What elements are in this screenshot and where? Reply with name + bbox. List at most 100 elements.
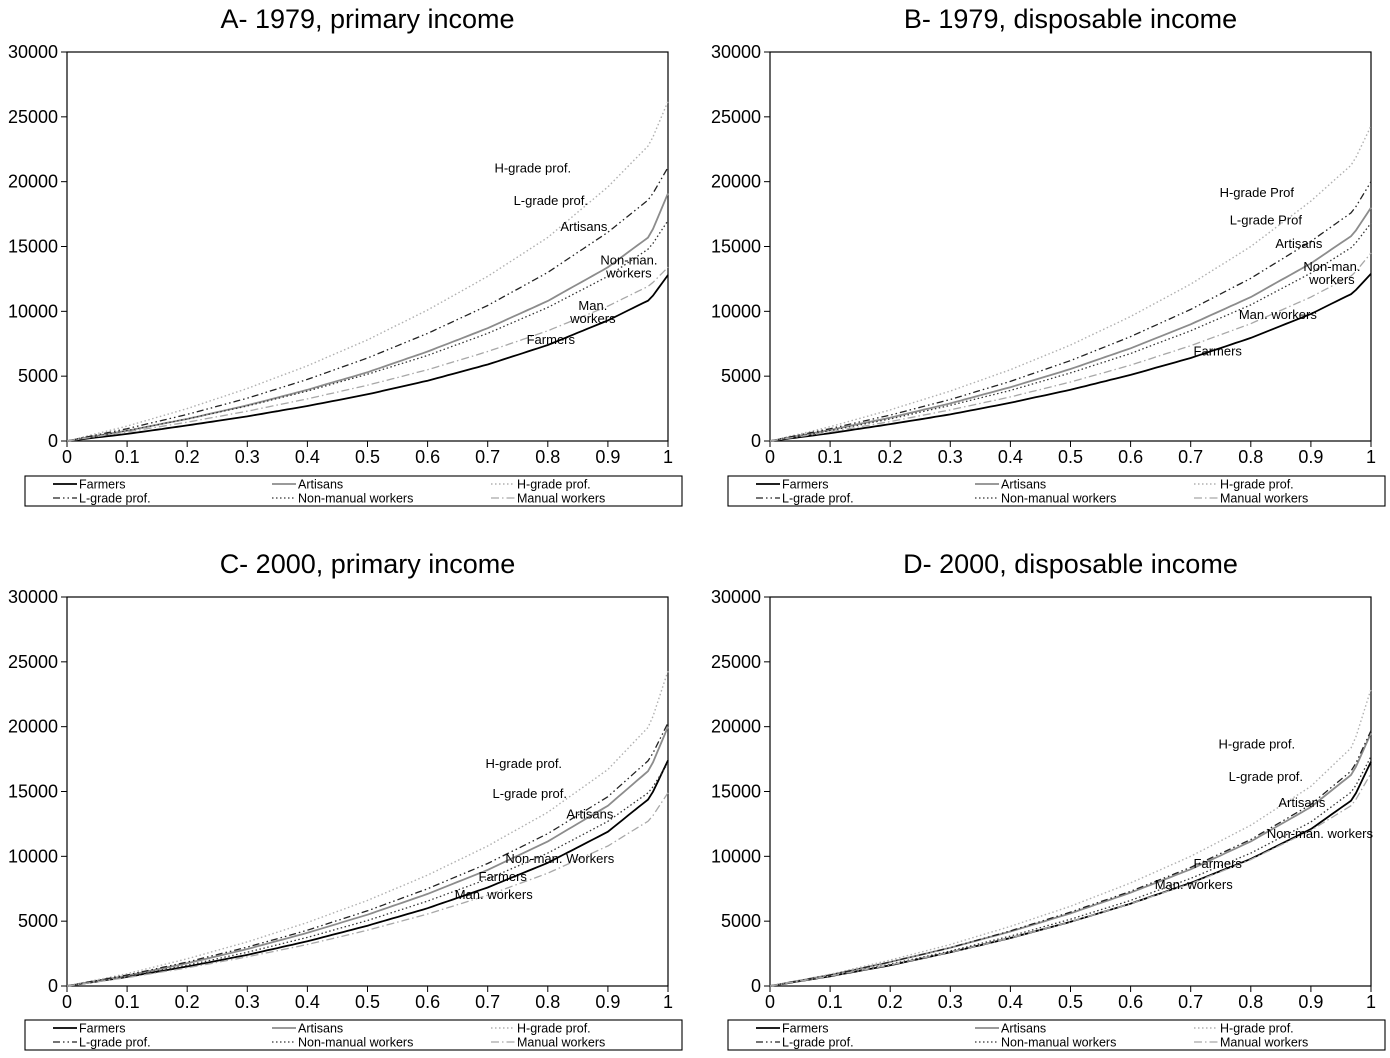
legend-label: Farmers: [782, 478, 829, 492]
series-line-artisans: [769, 732, 1372, 987]
legend-label: Artisans: [1001, 1022, 1046, 1036]
annotation-line: workers: [569, 311, 616, 326]
legend-label: H-grade prof.: [1220, 1022, 1294, 1036]
annotation-line: Artisans: [1278, 795, 1325, 810]
y-tick-label: 15000: [711, 782, 761, 802]
legend-label: H-grade prof.: [517, 1022, 591, 1036]
x-tick-label: 0: [62, 992, 72, 1012]
legend-label: Artisans: [298, 478, 343, 492]
annotation-line: Artisans: [566, 807, 613, 822]
annotation-line: Non-man.: [600, 253, 657, 268]
series-annotation: Farmers: [479, 869, 528, 884]
x-tick-label: 0.2: [175, 992, 200, 1012]
annotation-line: Farmers: [527, 332, 576, 347]
x-tick-label: 0: [765, 992, 775, 1012]
y-tick-label: 0: [48, 431, 58, 451]
y-tick-label: 15000: [8, 237, 58, 257]
legend-label: Non-manual workers: [298, 492, 413, 506]
annotation-line: Man. workers: [455, 887, 534, 902]
series-annotation: H-grade Prof: [1220, 185, 1295, 200]
legend-label: Manual workers: [1220, 1036, 1308, 1050]
x-tick-label: 0.8: [535, 992, 560, 1012]
x-tick-label: 0.3: [938, 447, 963, 467]
x-tick-label: 0.3: [235, 447, 260, 467]
series-annotation: Non-man. Workers: [505, 851, 614, 866]
series-annotation: L-grade prof.: [493, 786, 567, 801]
chart-title: D- 2000, disposable income: [903, 549, 1238, 579]
series-line-lgrade: [769, 730, 1372, 987]
series-annotation: Non-man. workers: [600, 253, 657, 281]
legend-box: [24, 475, 683, 507]
x-tick-label: 0.7: [475, 992, 500, 1012]
legend-label: L-grade prof.: [782, 1036, 854, 1050]
series-line-lgrade: [769, 181, 1372, 442]
legend-label: L-grade prof.: [79, 492, 151, 506]
annotation-line: workers: [605, 266, 652, 281]
x-tick-label: 0.1: [818, 992, 843, 1012]
legend-label: Non-manual workers: [1001, 492, 1116, 506]
series-annotation: H-grade prof.: [485, 756, 562, 771]
y-tick-label: 30000: [711, 42, 761, 62]
series-line-farmers: [769, 273, 1372, 442]
x-tick-label: 1: [663, 992, 673, 1012]
chart-panel-4: D- 2000, disposable income 0 5000 10000 1500…: [711, 549, 1386, 1051]
plot-frame: [66, 51, 669, 442]
x-tick-label: 0.5: [1058, 447, 1083, 467]
series-annotation: Farmers: [1194, 856, 1243, 871]
plot-frame: [66, 596, 669, 987]
legend: Farmers Artisans H-grade prof. L-grade prof…: [727, 475, 1386, 507]
legend: Farmers Artisans H-grade prof. L-grade prof…: [24, 1019, 683, 1051]
y-tick-label: 15000: [8, 782, 58, 802]
series-line-hgrade: [769, 125, 1372, 442]
series-line-artisans: [66, 726, 669, 987]
y-tick-label: 30000: [8, 587, 58, 607]
annotation-line: Farmers: [1194, 856, 1243, 871]
annotation-line: Farmers: [479, 869, 528, 884]
y-tick-label: 5000: [721, 911, 761, 931]
series-line-hgrade: [66, 670, 669, 987]
legend-box: [727, 475, 1386, 507]
y-tick-label: 20000: [8, 717, 58, 737]
series-annotation: Farmers: [527, 332, 576, 347]
legend-label: Farmers: [782, 1022, 829, 1036]
series-line-hgrade: [66, 101, 669, 442]
x-tick-label: 0.6: [1118, 992, 1143, 1012]
series-line-manual: [66, 266, 669, 442]
annotation-line: Artisans: [1275, 236, 1322, 251]
x-tick-label: 0.2: [175, 447, 200, 467]
legend-label: H-grade prof.: [1220, 478, 1294, 492]
series-line-artisans: [66, 192, 669, 442]
legend-label: Non-manual workers: [1001, 1036, 1116, 1050]
y-tick-label: 10000: [8, 846, 58, 866]
plot-frame: [769, 596, 1372, 987]
chart-panel-1: A- 1979, primary income 0 5000 10000 15000 20…: [8, 4, 683, 507]
legend-label: Manual workers: [517, 492, 605, 506]
legend-label: L-grade prof.: [782, 492, 854, 506]
y-tick-label: 20000: [8, 172, 58, 192]
y-tick-label: 5000: [18, 911, 58, 931]
x-tick-label: 0.9: [595, 992, 620, 1012]
annotation-line: L-grade prof.: [514, 193, 588, 208]
x-tick-label: 0.3: [938, 992, 963, 1012]
x-tick-label: 0.9: [595, 447, 620, 467]
y-tick-label: 0: [751, 976, 761, 996]
x-tick-label: 0.6: [415, 447, 440, 467]
x-tick-label: 0.7: [1178, 992, 1203, 1012]
legend-label: Farmers: [79, 478, 126, 492]
legend-box: [727, 1019, 1386, 1051]
y-tick-label: 25000: [711, 107, 761, 127]
series-annotation: Man. workers: [1155, 877, 1234, 892]
x-tick-label: 0.1: [818, 447, 843, 467]
annotation-line: Man.: [578, 298, 607, 313]
series-annotation: L-grade prof.: [514, 193, 588, 208]
chart-panel-2: B- 1979, disposable income 0 5000 10000 1500…: [711, 4, 1386, 507]
x-tick-label: 0.8: [1238, 992, 1263, 1012]
x-tick-label: 0.2: [878, 992, 903, 1012]
x-tick-label: 0.2: [878, 447, 903, 467]
series-annotation: Farmers: [1194, 343, 1243, 358]
y-tick-label: 20000: [711, 172, 761, 192]
series-line-manual: [66, 792, 669, 987]
annotation-line: Non-man. Workers: [505, 851, 614, 866]
series-line-nonmanual: [769, 222, 1372, 442]
